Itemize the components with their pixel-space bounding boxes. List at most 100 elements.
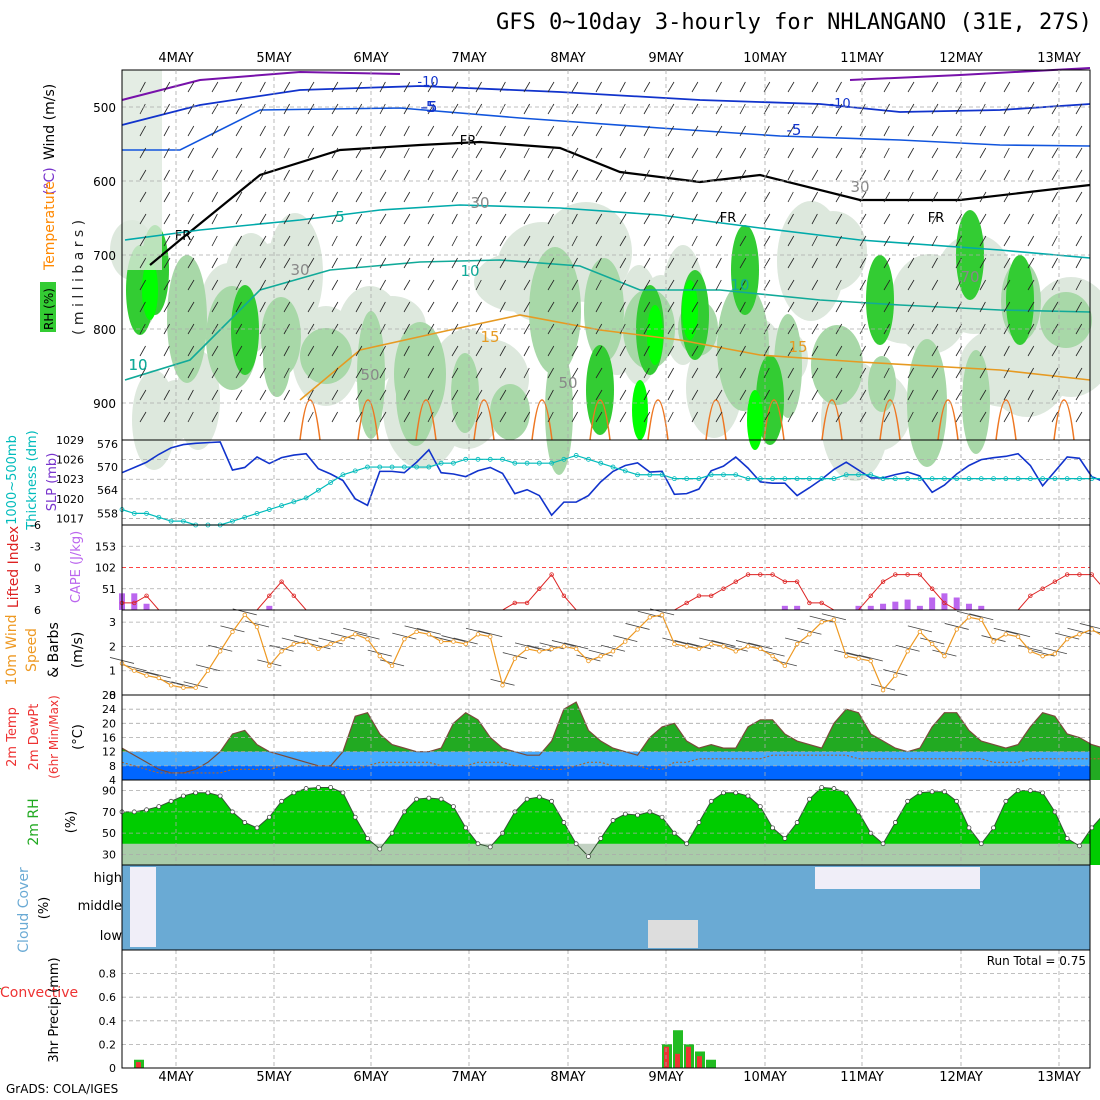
upper-wind-barb <box>1027 367 1034 379</box>
upper-wind-barb <box>571 323 579 335</box>
upper-wind-barb <box>355 213 363 225</box>
upper-wind-barb <box>403 235 411 247</box>
thickness-point <box>807 476 812 482</box>
upper-wind-barb <box>403 301 411 313</box>
upper-wind-barb <box>259 147 267 159</box>
ylabel-cloud-cover: Cloud Cover <box>16 867 32 953</box>
upper-wind-barb <box>1027 301 1035 313</box>
upper-wind-barb <box>907 125 915 137</box>
thickness-point <box>1077 476 1082 482</box>
upper-wind-barb <box>379 257 387 269</box>
wind-barb <box>490 678 515 686</box>
precip-tick: 0.4 <box>99 1015 117 1028</box>
upper-wind-barb <box>547 411 554 423</box>
date-label-top: 8MAY <box>550 51 585 66</box>
upper-wind-barb <box>811 279 819 291</box>
upper-wind-barb <box>691 191 698 203</box>
wind-barb <box>1042 647 1067 655</box>
wind-speed-point <box>1064 636 1070 642</box>
rh-point <box>684 841 690 847</box>
upper-wind-barb <box>1051 191 1058 203</box>
upper-wind-barb <box>1003 169 1010 181</box>
rh-point <box>266 814 272 820</box>
upper-wind-barb <box>547 169 554 181</box>
lifted-index-point <box>733 579 738 584</box>
wind-barb <box>699 637 724 645</box>
upper-wind-barb <box>739 301 746 313</box>
upper-wind-barb <box>715 257 722 269</box>
wind-speed-point <box>635 627 640 632</box>
upper-wind-barb <box>739 257 747 269</box>
wind-speed-point <box>205 668 211 673</box>
chart-title: GFS 0~10day 3-hourly for NHLANGANO (31E,… <box>495 10 1092 35</box>
lifted-index-point <box>684 600 689 606</box>
upper-wind-barb <box>307 345 315 357</box>
upper-wind-barb <box>1027 257 1035 269</box>
upper-wind-barb <box>403 169 410 181</box>
ylabel-minmax: (6hr Min/Max) <box>47 695 61 779</box>
wind-speed-point <box>1015 634 1021 639</box>
thickness-point <box>487 456 493 462</box>
cloud-high-block <box>815 867 980 889</box>
cape-bar <box>880 603 887 610</box>
upper-wind-barb <box>979 235 987 247</box>
upper-wind-barb <box>1027 411 1034 423</box>
upper-wind-barb <box>931 147 939 159</box>
upper-wind-barb <box>163 213 171 225</box>
date-label-top: 12MAY <box>939 51 983 66</box>
lifted-index-point <box>1028 593 1033 599</box>
upper-wind-barb <box>307 323 315 335</box>
thickness-point <box>1015 476 1021 482</box>
wind-speed-point <box>721 644 726 649</box>
upper-wind-barb <box>451 301 459 313</box>
rh-point <box>819 785 825 790</box>
rh-blob-mid <box>717 283 769 411</box>
upper-wind-barb <box>763 191 771 203</box>
thickness-point <box>389 464 395 470</box>
upper-wind-barb <box>739 81 746 93</box>
upper-wind-barb <box>211 411 218 423</box>
cape-tick: 153 <box>95 540 116 553</box>
lifted-index-point <box>819 600 824 606</box>
upper-wind-barb <box>643 103 650 115</box>
wind-barb <box>895 644 920 652</box>
upper-wind-barb <box>595 103 603 115</box>
upper-wind-barb <box>163 367 170 379</box>
upper-wind-barb <box>475 147 483 159</box>
upper-wind-barb <box>715 279 722 291</box>
upper-wind-barb <box>619 301 626 313</box>
instability-panel: -6 -3 0 3 6 153 102 51 Lifted Index CAPE (J/kg) <box>6 519 1100 617</box>
contour-label: FR <box>460 134 477 149</box>
thickness-point <box>242 514 248 520</box>
upper-wind-barb <box>667 147 674 159</box>
wind-speed-point <box>758 646 763 652</box>
rh-point <box>954 798 960 804</box>
slp-line <box>121 441 1100 517</box>
contour-label: FR <box>720 211 737 226</box>
upper-wind-barb <box>883 213 891 225</box>
upper-wind-barb <box>331 389 339 401</box>
upper-wind-barb <box>427 81 435 93</box>
upper-wind-barb <box>475 191 483 203</box>
upper-wind-barb <box>259 103 266 115</box>
upper-wind-barb <box>787 367 794 379</box>
date-label-bottom: 9MAY <box>648 1070 683 1085</box>
upper-wind-barb <box>139 279 146 291</box>
upper-wind-barb <box>1075 191 1083 203</box>
upper-wind-barb <box>379 301 386 313</box>
upper-wind-barb <box>907 257 915 269</box>
wind-barb <box>183 681 208 689</box>
upper-wind-barb <box>667 235 675 247</box>
upper-wind-barb <box>763 81 771 93</box>
precip-conv-bar <box>697 1056 702 1068</box>
upper-wind-barb <box>1003 257 1011 269</box>
wind-speed-point <box>709 641 714 647</box>
upper-wind-barb <box>1027 103 1035 115</box>
thickness-point <box>917 476 923 482</box>
upper-wind-barb <box>883 147 890 159</box>
upper-wind-barb <box>355 367 363 379</box>
upper-wind-barb <box>571 81 579 93</box>
wind-barb <box>723 644 748 652</box>
wind-barb <box>858 654 883 662</box>
upper-wind-barb <box>1027 345 1035 357</box>
